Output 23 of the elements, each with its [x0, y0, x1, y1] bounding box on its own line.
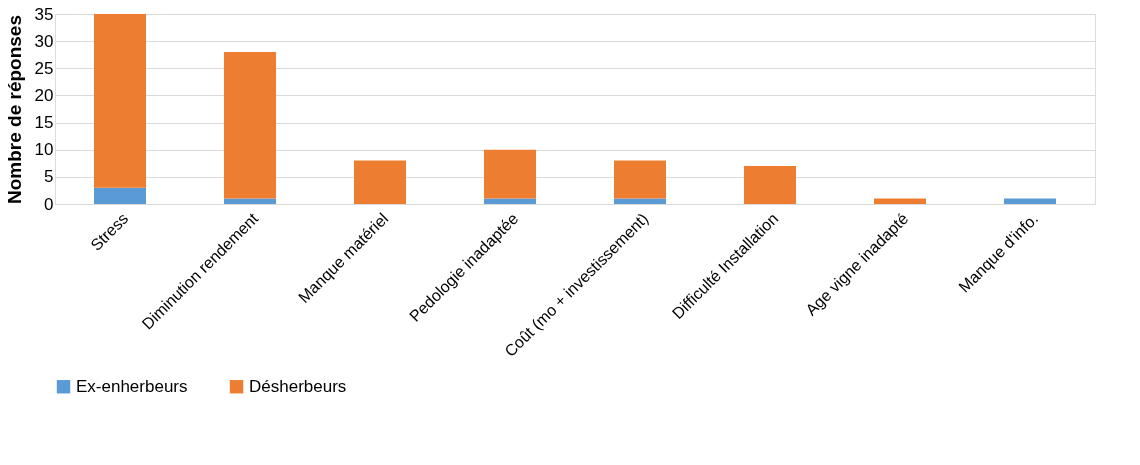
y-tick-label: 25 — [34, 58, 54, 78]
bar — [484, 198, 536, 204]
y-tick-label: 10 — [34, 140, 54, 160]
bar — [224, 52, 276, 199]
y-tick-label: 20 — [34, 85, 54, 105]
y-tick-label: 5 — [44, 167, 54, 187]
bar — [484, 149, 536, 199]
bar — [614, 198, 666, 204]
bar — [94, 14, 146, 188]
bar — [1004, 198, 1056, 204]
y-axis-title: Nombre de réponses — [3, 15, 25, 204]
bar — [614, 160, 666, 199]
bar — [874, 198, 926, 204]
y-tick-label: 0 — [44, 194, 54, 214]
legend-label: Ex-enherbeurs — [76, 376, 188, 396]
y-tick-label: 35 — [34, 4, 54, 24]
bar — [94, 187, 146, 204]
bar — [354, 160, 406, 204]
bar — [224, 198, 276, 204]
bar — [744, 166, 796, 204]
legend-label: Désherbeurs — [249, 376, 347, 396]
y-tick-label: 30 — [34, 31, 54, 51]
y-tick-label: 15 — [34, 113, 54, 133]
